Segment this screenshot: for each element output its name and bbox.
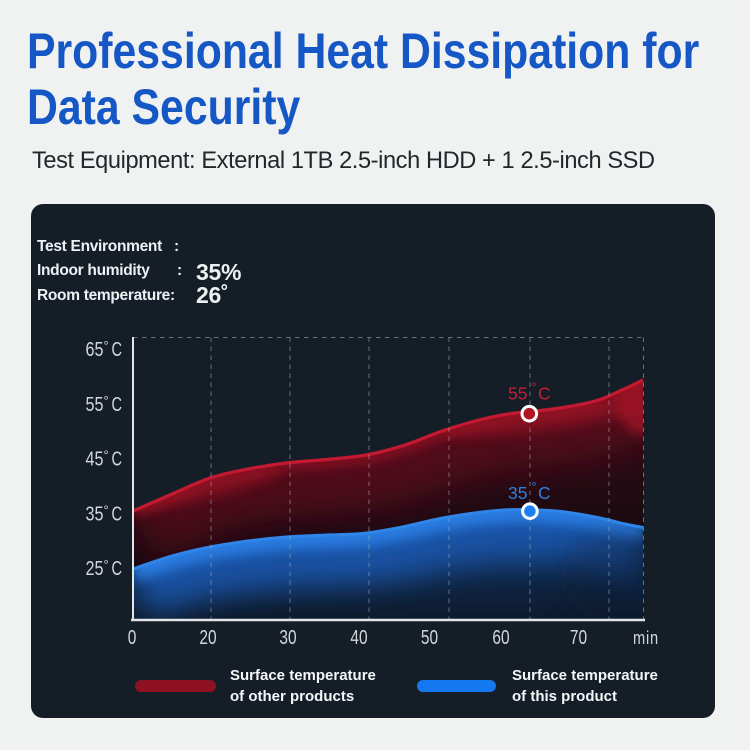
svg-text:C: C [112, 339, 123, 361]
svg-text:0: 0 [128, 627, 137, 649]
svg-text:C: C [112, 503, 123, 525]
svg-text:55: 55 [86, 394, 104, 416]
svg-text:35: 35 [508, 483, 527, 503]
svg-text:35: 35 [86, 503, 104, 525]
svg-text:C: C [112, 394, 123, 416]
svg-text:°: ° [532, 480, 537, 494]
svg-text:65: 65 [86, 339, 104, 361]
svg-text:°: ° [104, 448, 109, 463]
svg-text:C: C [112, 449, 123, 471]
svg-text:°: ° [104, 502, 109, 517]
svg-text:60: 60 [492, 627, 509, 649]
svg-text:25: 25 [86, 558, 104, 580]
svg-text:20: 20 [199, 627, 216, 649]
svg-text:°: ° [532, 381, 537, 395]
svg-text:70: 70 [570, 627, 587, 649]
svg-text:°: ° [104, 557, 109, 572]
svg-text:°: ° [104, 393, 109, 408]
svg-text:C: C [112, 558, 123, 580]
svg-text:50: 50 [421, 627, 438, 649]
svg-text:°: ° [104, 338, 109, 353]
svg-text:C: C [538, 384, 551, 404]
svg-text:30: 30 [279, 627, 296, 649]
svg-text:40: 40 [350, 627, 367, 649]
svg-text:45: 45 [86, 449, 104, 471]
svg-text:C: C [538, 483, 551, 503]
svg-text:55: 55 [508, 384, 527, 404]
svg-text:min: min [633, 628, 659, 648]
